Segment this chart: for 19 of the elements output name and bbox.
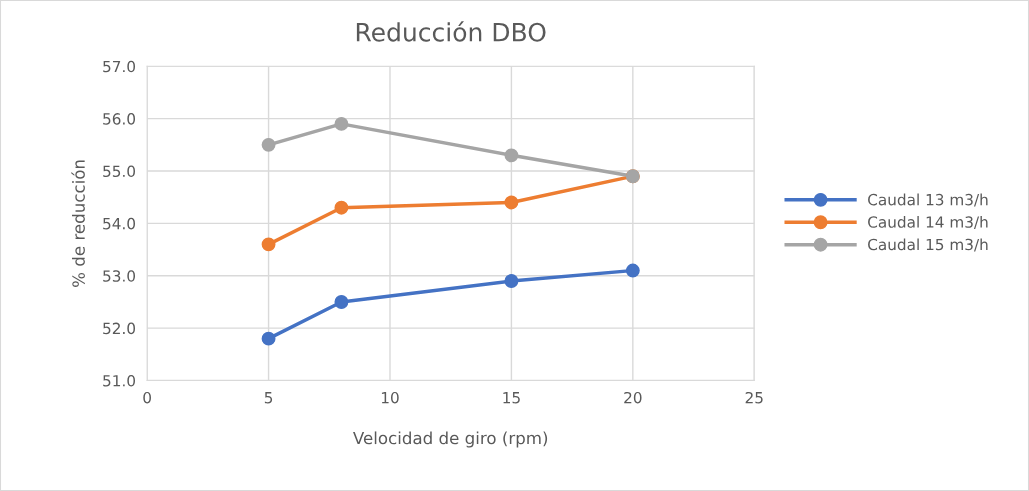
y-tick-label: 57.0 [103,60,136,73]
x-tick-label: 0 [143,391,151,404]
y-tick-label: 55.0 [103,165,136,178]
x-tick-label: 20 [624,391,642,404]
x-tick-label: 25 [745,391,763,404]
y-axis-title: % de reducción [71,160,85,287]
legend-label: Caudal 13 m3/h [868,193,988,207]
legend-label: Caudal 14 m3/h [868,216,988,230]
y-tick-label: 54.0 [103,217,136,230]
x-tick-label: 15 [503,392,520,404]
chart-title: Reducción DBO [356,21,546,42]
x-axis-title: Velocidad de giro (rpm) [353,431,548,448]
legend-label: Caudal 15 m3/h [868,238,988,252]
x-tick-label: 5 [264,392,273,404]
y-tick-label: 56.0 [103,113,136,125]
y-tick-label: 52.0 [103,322,136,335]
y-tick-label: 53.0 [103,270,136,282]
x-tick-label: 10 [381,391,399,404]
y-tick-label: 51.0 [103,374,136,387]
